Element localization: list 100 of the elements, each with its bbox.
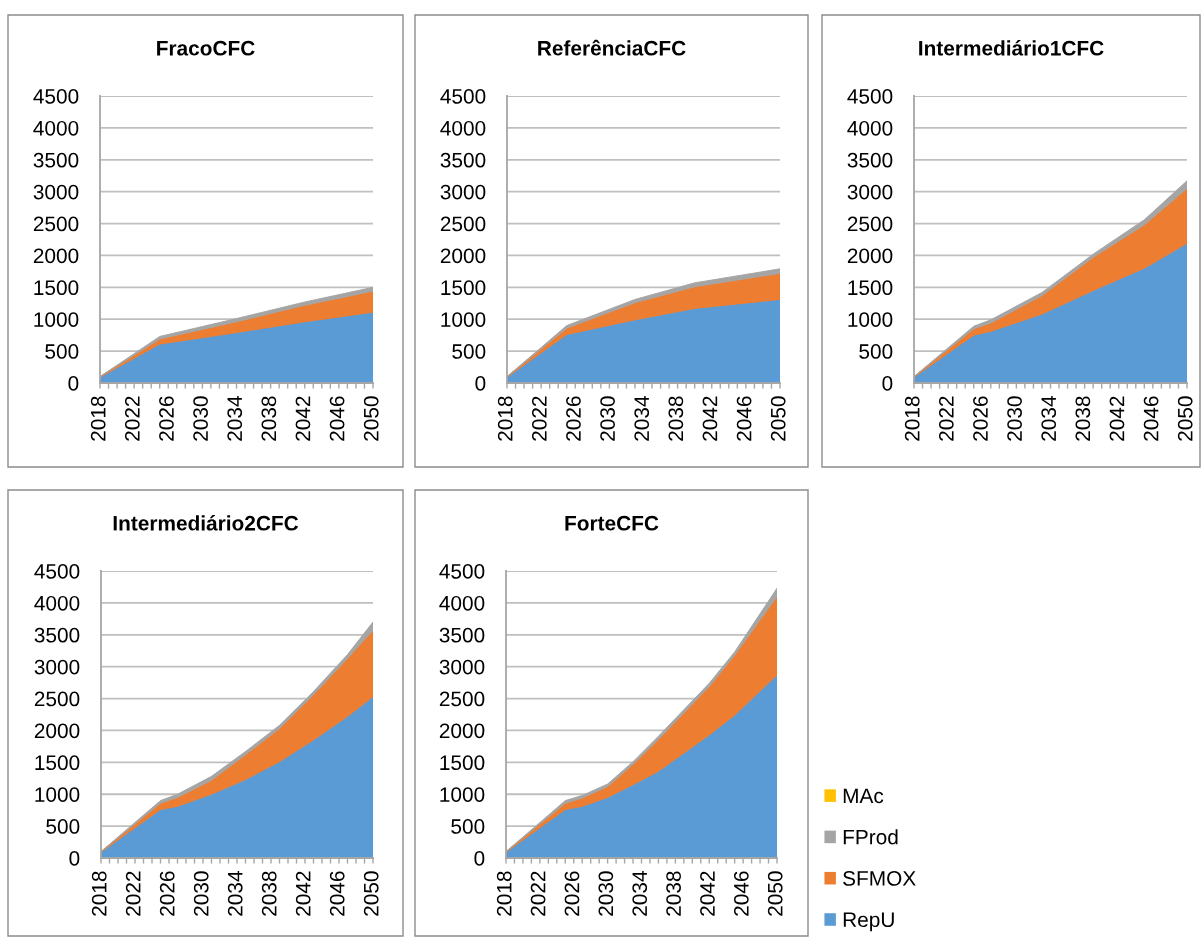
y-tick-label: 1500: [34, 280, 79, 296]
y-tick-label: 3000: [33, 184, 79, 200]
legend-label: RepU: [843, 912, 894, 932]
x-tick-label: 2018: [90, 396, 106, 441]
y-tick-label: 3500: [440, 152, 486, 168]
x-tick-label: 2050: [363, 396, 379, 441]
x-tick-label: 2026: [159, 871, 175, 916]
x-tick-label: 2030: [193, 871, 209, 916]
y-tick-label: 2000: [439, 723, 485, 739]
y-tick-label: 4000: [847, 120, 893, 136]
chart-title: ReferênciaCFC: [538, 39, 686, 56]
x-tick-label: 2046: [329, 871, 345, 916]
y-tick-label: 2000: [847, 248, 893, 264]
x-tick-label: 2038: [261, 871, 277, 916]
x-tick-label: 2034: [634, 396, 650, 441]
y-tick-label: 2000: [440, 248, 486, 264]
y-tick-label: 1000: [848, 312, 893, 327]
x-tick-label: 2046: [1143, 396, 1159, 441]
x-tick-label: 2050: [1177, 396, 1193, 441]
x-tick-label: 2050: [767, 871, 783, 916]
y-tick-label: 1000: [34, 312, 79, 327]
y-tick-label: 0: [69, 851, 80, 866]
x-tick-label: 2030: [600, 396, 615, 441]
legend-label: SFMOX: [843, 871, 916, 886]
x-tick-label: 2042: [702, 396, 718, 441]
x-tick-label: 2026: [566, 396, 581, 441]
x-tick-label: 2050: [770, 396, 786, 441]
y-tick-label: 500: [451, 819, 485, 834]
chart-title: Intermediário2CFC: [113, 515, 299, 531]
x-tick-label: 2042: [1109, 396, 1125, 441]
x-tick-label: 2046: [736, 396, 752, 441]
y-tick-label: 4500: [439, 564, 485, 579]
legend-label: MAc: [843, 788, 884, 804]
y-tick-label: 0: [882, 376, 893, 391]
x-tick-label: 2026: [159, 396, 174, 441]
x-tick-label: 2030: [598, 871, 614, 916]
x-tick-label: 2042: [295, 871, 311, 916]
x-tick-label: 2022: [938, 396, 954, 441]
y-tick-label: 3500: [439, 627, 485, 643]
x-tick-label: 2034: [632, 871, 648, 916]
y-tick-label: 4000: [440, 120, 486, 136]
x-tick-label: 2030: [1007, 396, 1022, 441]
x-tick-label: 2022: [124, 396, 140, 441]
chart-title: FracoCFC: [157, 40, 255, 56]
x-tick-label: 2018: [496, 871, 512, 916]
y-tick-label: 3500: [34, 627, 80, 643]
y-tick-label: 1500: [441, 280, 486, 296]
chart-title: ForteCFC: [565, 515, 659, 531]
y-tick-label: 500: [45, 344, 79, 359]
y-tick-label: 3500: [33, 152, 79, 168]
y-tick-label: 4500: [847, 89, 893, 104]
y-tick-label: 2500: [440, 216, 486, 232]
y-tick-label: 2000: [33, 248, 79, 264]
x-tick-label: 2034: [1041, 396, 1057, 441]
x-tick-label: 2046: [329, 396, 345, 441]
y-tick-label: 4000: [33, 120, 79, 136]
x-tick-label: 2030: [193, 396, 208, 441]
x-tick-label: 2026: [564, 871, 580, 916]
y-tick-label: 1500: [848, 280, 893, 296]
y-tick-label: 4500: [34, 564, 80, 579]
y-tick-label: 1000: [440, 787, 485, 802]
y-tick-label: 3000: [847, 184, 893, 200]
x-tick-label: 2046: [733, 871, 749, 916]
x-tick-label: 2022: [531, 396, 547, 441]
y-tick-label: 3000: [439, 659, 485, 675]
y-tick-label: 1500: [440, 755, 485, 771]
y-tick-label: 4000: [439, 595, 485, 611]
x-tick-label: 2042: [700, 871, 715, 916]
x-tick-label: 2050: [363, 871, 379, 916]
x-tick-label: 2022: [530, 871, 546, 916]
y-tick-label: 0: [475, 376, 486, 391]
y-tick-label: 1500: [35, 755, 80, 771]
x-tick-label: 2034: [227, 871, 243, 916]
y-tick-label: 0: [474, 851, 485, 866]
x-tick-label: 2018: [497, 396, 513, 441]
y-tick-label: 500: [46, 819, 80, 834]
y-tick-label: 2500: [33, 216, 79, 232]
y-tick-label: 0: [68, 376, 79, 391]
y-tick-label: 500: [859, 344, 893, 359]
y-tick-label: 3000: [440, 184, 486, 200]
x-tick-label: 2038: [1075, 396, 1091, 441]
y-tick-label: 3500: [847, 152, 893, 168]
y-tick-label: 4000: [34, 595, 80, 611]
y-tick-label: 4500: [440, 89, 486, 104]
x-tick-label: 2026: [973, 396, 988, 441]
legend-label: FProd: [843, 829, 898, 845]
x-tick-label: 2034: [227, 396, 243, 441]
y-tick-label: 3000: [34, 659, 80, 675]
y-tick-label: 2000: [34, 723, 80, 739]
x-tick-label: 2022: [125, 871, 141, 916]
y-tick-label: 1000: [35, 787, 80, 802]
y-tick-label: 2500: [439, 691, 485, 707]
chart-title: Intermediário1CFC: [919, 40, 1104, 56]
x-tick-label: 2018: [904, 396, 920, 441]
y-tick-label: 1000: [441, 312, 486, 327]
y-tick-label: 2500: [847, 216, 893, 232]
x-tick-label: 2018: [91, 871, 107, 916]
x-tick-label: 2038: [261, 396, 277, 441]
x-tick-label: 2038: [668, 396, 684, 441]
y-tick-label: 2500: [34, 691, 80, 707]
